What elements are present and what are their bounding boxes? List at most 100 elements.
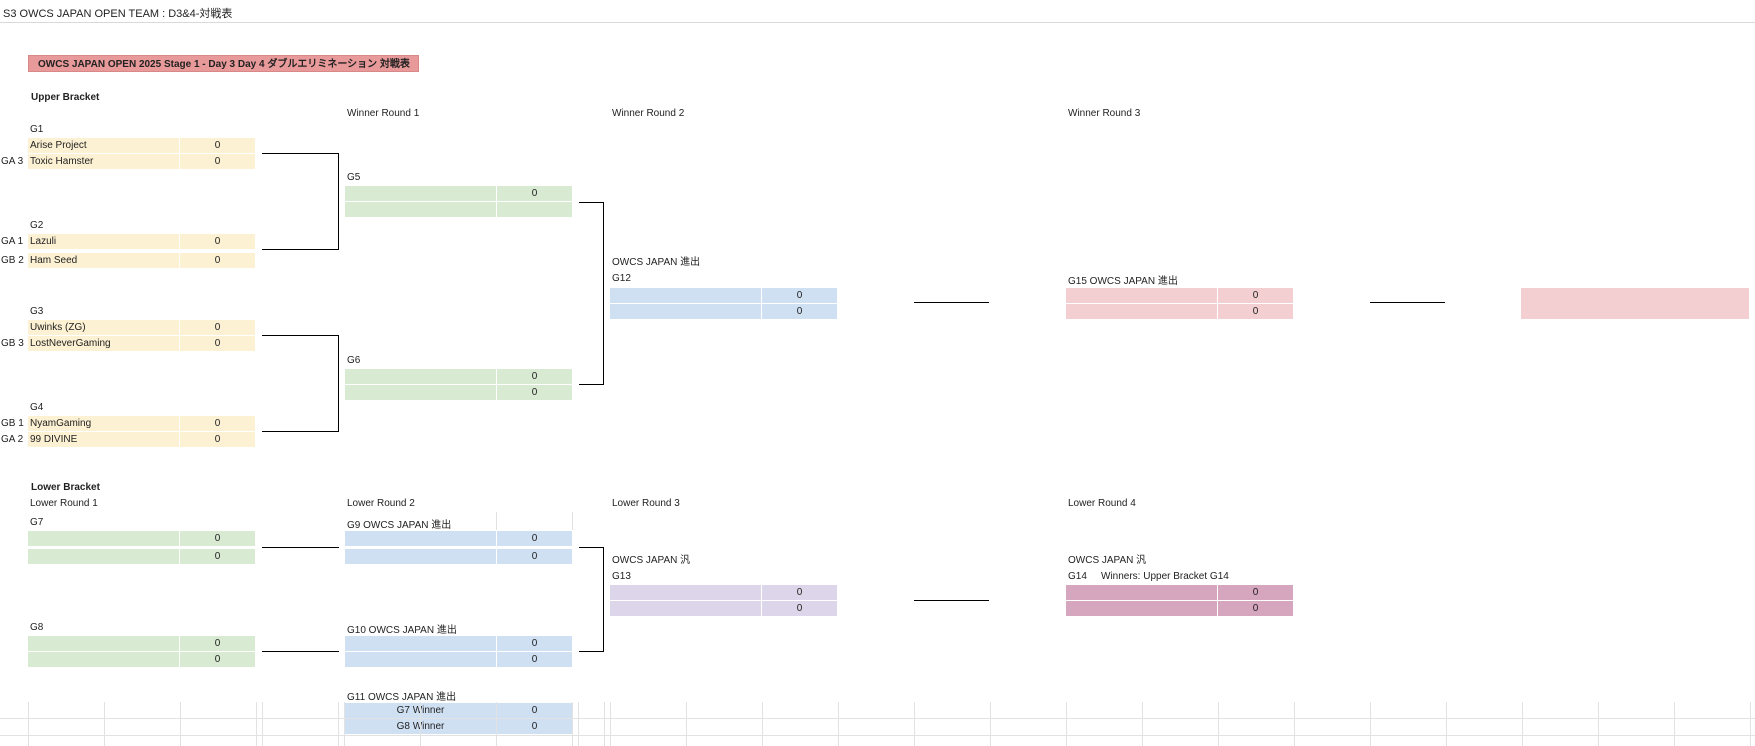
g11-team1-score[interactable]: 0 [531, 705, 538, 716]
g1-label[interactable]: G1 [30, 124, 44, 135]
g3-team1-row[interactable]: Uwinks (ZG) 0 [28, 320, 255, 335]
g3-team2-name[interactable]: LostNeverGaming [28, 336, 180, 351]
g13-team1-score[interactable]: 0 [796, 587, 803, 598]
g15-team2-row[interactable]: 0 [1066, 304, 1293, 319]
g9-team1-name[interactable] [345, 531, 497, 546]
g3-team1-name[interactable]: Uwinks (ZG) [28, 320, 180, 335]
g2-label[interactable]: G2 [30, 220, 44, 231]
g11-label[interactable]: G11 OWCS JAPAN 進出 [347, 692, 457, 703]
g6-label[interactable]: G6 [347, 355, 361, 366]
g12-label[interactable]: G12 [612, 273, 631, 284]
g5-team2-score[interactable] [497, 202, 572, 217]
g14-label[interactable]: G14 [1068, 571, 1087, 582]
g6-team2-row[interactable]: 0 [345, 385, 572, 400]
g6-team1-name[interactable] [345, 369, 497, 384]
lower-round-4-label[interactable]: Lower Round 4 [1068, 498, 1136, 509]
upper-bracket-heading[interactable]: Upper Bracket [31, 92, 100, 103]
g3-team2-score[interactable]: 0 [214, 338, 221, 349]
g4-team1-row[interactable]: NyamGaming 0 [28, 416, 255, 431]
g12-team2-score[interactable]: 0 [796, 306, 803, 317]
g9-team1-score[interactable]: 0 [531, 533, 538, 544]
winner-round-3-label[interactable]: Winner Round 3 [1068, 108, 1141, 119]
g10-team2-row[interactable]: 0 [345, 652, 572, 667]
g1-team2-row[interactable]: Toxic Hamster 0 [28, 154, 255, 169]
g2-team1-name[interactable]: Lazuli [28, 234, 180, 249]
g15-team1-score[interactable]: 0 [1252, 290, 1259, 301]
g13-team1-name[interactable] [610, 585, 762, 600]
g6-team2-score[interactable]: 0 [531, 387, 538, 398]
g13-team2-name[interactable] [610, 601, 762, 616]
g1-team1-name[interactable]: Arise Project [28, 138, 180, 153]
g9-team2-row[interactable]: 0 [345, 549, 572, 564]
g1-team2-score[interactable]: 0 [214, 156, 221, 167]
g2-team1-row[interactable]: Lazuli 0 [28, 234, 255, 249]
g7-label[interactable]: G7 [30, 517, 44, 528]
g1-team1-score[interactable]: 0 [214, 140, 221, 151]
g7-team1-row[interactable]: 0 [28, 531, 255, 546]
g7-team2-row[interactable]: 0 [28, 549, 255, 564]
g11-team2-name[interactable]: G8 Winner [345, 719, 497, 734]
g1-team2-name[interactable]: Toxic Hamster [28, 154, 180, 169]
g10-team1-row[interactable]: 0 [345, 636, 572, 651]
lower-round-3-label[interactable]: Lower Round 3 [612, 498, 680, 509]
g5-label[interactable]: G5 [347, 172, 361, 183]
g7-team1-name[interactable] [28, 531, 180, 546]
g10-team1-score[interactable]: 0 [531, 638, 538, 649]
g15-team1-name[interactable] [1066, 288, 1218, 303]
g7-team2-name[interactable] [28, 549, 180, 564]
g4-team2-row[interactable]: 99 DIVINE 0 [28, 432, 255, 447]
g12-team2-row[interactable]: 0 [610, 304, 837, 319]
g2-team2-row[interactable]: Ham Seed 0 [28, 253, 255, 268]
g14-team1-score[interactable]: 0 [1252, 587, 1259, 598]
g3-label[interactable]: G3 [30, 306, 44, 317]
g10-team2-name[interactable] [345, 652, 497, 667]
g11-team1-name[interactable]: G7 Winner [345, 703, 497, 718]
g12-team1-name[interactable] [610, 288, 762, 303]
tournament-banner[interactable]: OWCS JAPAN OPEN 2025 Stage 1 - Day 3 Day… [28, 55, 419, 72]
champion-cell[interactable] [1521, 288, 1749, 319]
g15-team1-row[interactable]: 0 [1066, 288, 1293, 303]
g5-team1-score[interactable]: 0 [531, 188, 538, 199]
g8-label[interactable]: G8 [30, 622, 44, 633]
g8-team1-score[interactable]: 0 [214, 638, 221, 649]
g7-team1-score[interactable]: 0 [214, 533, 221, 544]
g14-team1-name[interactable] [1066, 585, 1218, 600]
g13-team1-row[interactable]: 0 [610, 585, 837, 600]
g12-note[interactable]: OWCS JAPAN 進出 [612, 257, 701, 268]
lower-round-1-label[interactable]: Lower Round 1 [30, 498, 98, 509]
lower-round-2-label[interactable]: Lower Round 2 [347, 498, 415, 509]
g1-team1-row[interactable]: Arise Project 0 [28, 138, 255, 153]
g13-team2-score[interactable]: 0 [796, 603, 803, 614]
g5-team1-name[interactable] [345, 186, 497, 201]
g12-team1-row[interactable]: 0 [610, 288, 837, 303]
g13-label[interactable]: G13 [612, 571, 631, 582]
g3-team1-score[interactable]: 0 [214, 322, 221, 333]
g14-team2-name[interactable] [1066, 601, 1218, 616]
g14-team2-score[interactable]: 0 [1252, 603, 1259, 614]
g6-team1-score[interactable]: 0 [531, 371, 538, 382]
g14-team1-row[interactable]: 0 [1066, 585, 1293, 600]
g6-team2-name[interactable] [345, 385, 497, 400]
g11-team1-row[interactable]: G7 Winner 0 [345, 703, 572, 718]
g2-team2-score[interactable]: 0 [214, 255, 221, 266]
g14-note[interactable]: OWCS JAPAN 汎 [1068, 555, 1147, 566]
g3-team2-row[interactable]: LostNeverGaming 0 [28, 336, 255, 351]
g9-label[interactable]: G9 OWCS JAPAN 進出 [347, 520, 452, 531]
g11-team2-row[interactable]: G8 Winner 0 [345, 719, 572, 734]
g12-team1-score[interactable]: 0 [796, 290, 803, 301]
g12-team2-name[interactable] [610, 304, 762, 319]
g13-note[interactable]: OWCS JAPAN 汎 [612, 555, 691, 566]
g8-team2-name[interactable] [28, 652, 180, 667]
g5-team2-row[interactable] [345, 202, 572, 217]
g4-team2-name[interactable]: 99 DIVINE [28, 432, 180, 447]
g4-label[interactable]: G4 [30, 402, 44, 413]
g9-team2-score[interactable]: 0 [531, 551, 538, 562]
g8-team1-name[interactable] [28, 636, 180, 651]
g4-team2-score[interactable]: 0 [214, 434, 221, 445]
g10-team1-name[interactable] [345, 636, 497, 651]
g15-team2-name[interactable] [1066, 304, 1218, 319]
g15-team2-score[interactable]: 0 [1252, 306, 1259, 317]
g8-team2-score[interactable]: 0 [214, 654, 221, 665]
g14-team2-row[interactable]: 0 [1066, 601, 1293, 616]
lower-bracket-heading[interactable]: Lower Bracket [31, 482, 100, 493]
